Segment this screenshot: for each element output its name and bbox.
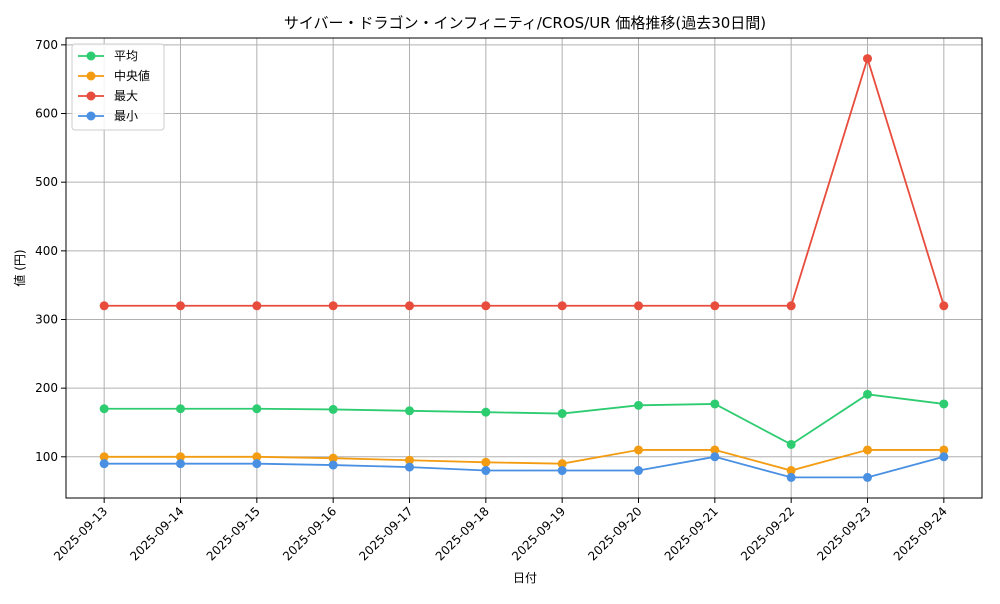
series-line [104,455,945,479]
data-point [634,301,643,311]
data-point [328,404,338,414]
legend-swatch-marker [86,91,96,101]
data-point [176,459,185,469]
y-tick-label: 600 [35,107,58,121]
data-point [99,459,109,469]
data-point [252,404,262,414]
data-point [786,439,796,449]
data-point [634,400,643,410]
x-tick-label: 2025-09-22 [738,504,797,563]
legend-box [71,43,165,131]
data-point [710,452,720,462]
data-point [939,452,949,462]
x-tick-label: 2025-09-19 [509,504,568,563]
data-point [863,472,872,482]
data-point [634,466,643,476]
data-point [405,406,414,416]
data-point [863,54,872,64]
y-tick-label: 200 [35,381,58,395]
x-axis-label: 日付 [513,571,537,585]
data-point [481,457,491,467]
series-最大 [99,54,949,311]
data-point [405,455,414,465]
x-tick-label: 2025-09-13 [51,504,110,563]
data-point [99,452,109,462]
series-line [104,55,945,307]
data-point [786,301,796,311]
y-tick-label: 300 [35,312,58,326]
data-point [176,301,185,311]
y-tick-label: 400 [35,244,58,258]
data-point [99,301,109,311]
data-point [252,301,262,311]
x-tick-label: 2025-09-18 [433,504,492,563]
data-point [710,301,720,311]
legend-swatch-marker [86,71,96,81]
series-line [104,449,944,472]
legend-item: 中央値 [78,68,150,83]
data-point [786,472,796,482]
series-最小 [99,452,949,482]
series-line [104,393,944,446]
data-point [557,459,567,469]
legend-label: 最大 [114,89,138,103]
data-point [786,466,796,476]
legend-item: 最小 [78,109,138,123]
legend-item: 最大 [78,89,138,103]
x-tick-label: 2025-09-14 [127,504,186,563]
data-point [634,445,643,455]
legend-swatch-marker [86,111,96,121]
ticks-layer: 2025-09-13 2025-09-14 2025-09-15 2025-09-16… [35,38,950,564]
series-layer [99,54,949,482]
data-point [252,459,262,469]
x-tick-label: 2025-09-15 [204,504,263,563]
y-tick-label: 500 [35,175,58,189]
legend-label: 中央値 [114,68,150,83]
grid [66,38,982,498]
data-point [328,460,338,470]
data-point [863,445,872,455]
series-平均 [99,389,949,449]
data-point [710,445,720,455]
data-point [939,301,949,311]
x-tick-label: 2025-09-21 [662,504,721,563]
data-point [176,404,185,414]
chart-title: サイバー・ドラゴン・インフィニティ/CROS/UR 価格推移(過去30日間) [284,14,766,32]
x-tick-label: 2025-09-20 [585,504,644,563]
x-tick-label: 2025-09-16 [280,504,339,563]
data-point [328,301,338,311]
data-point [252,452,262,462]
x-tick-label: 2025-09-17 [356,504,415,563]
data-point [557,301,567,311]
data-point [405,462,414,472]
data-point [176,452,185,462]
legend-item: 平均 [78,49,138,63]
data-point [939,445,949,455]
data-point [557,466,567,476]
y-axis-label: 値 (円) [12,249,27,286]
plot-frame [65,37,983,499]
series-中央値 [99,445,949,476]
data-point [405,301,414,311]
y-tick-label: 700 [35,38,58,52]
data-point [939,399,949,409]
data-point [481,301,491,311]
data-point [328,453,338,463]
data-point [481,407,491,417]
data-point [481,466,491,476]
y-tick-label: 100 [35,450,58,464]
legend-label: 最小 [114,109,138,123]
data-point [99,404,109,414]
legend-swatch-marker [86,51,96,61]
x-tick-label: 2025-09-24 [891,504,950,563]
data-point [710,399,720,409]
data-point [557,409,567,419]
data-point [863,389,872,399]
legend-label: 平均 [114,49,138,63]
x-tick-label: 2025-09-23 [814,504,873,563]
